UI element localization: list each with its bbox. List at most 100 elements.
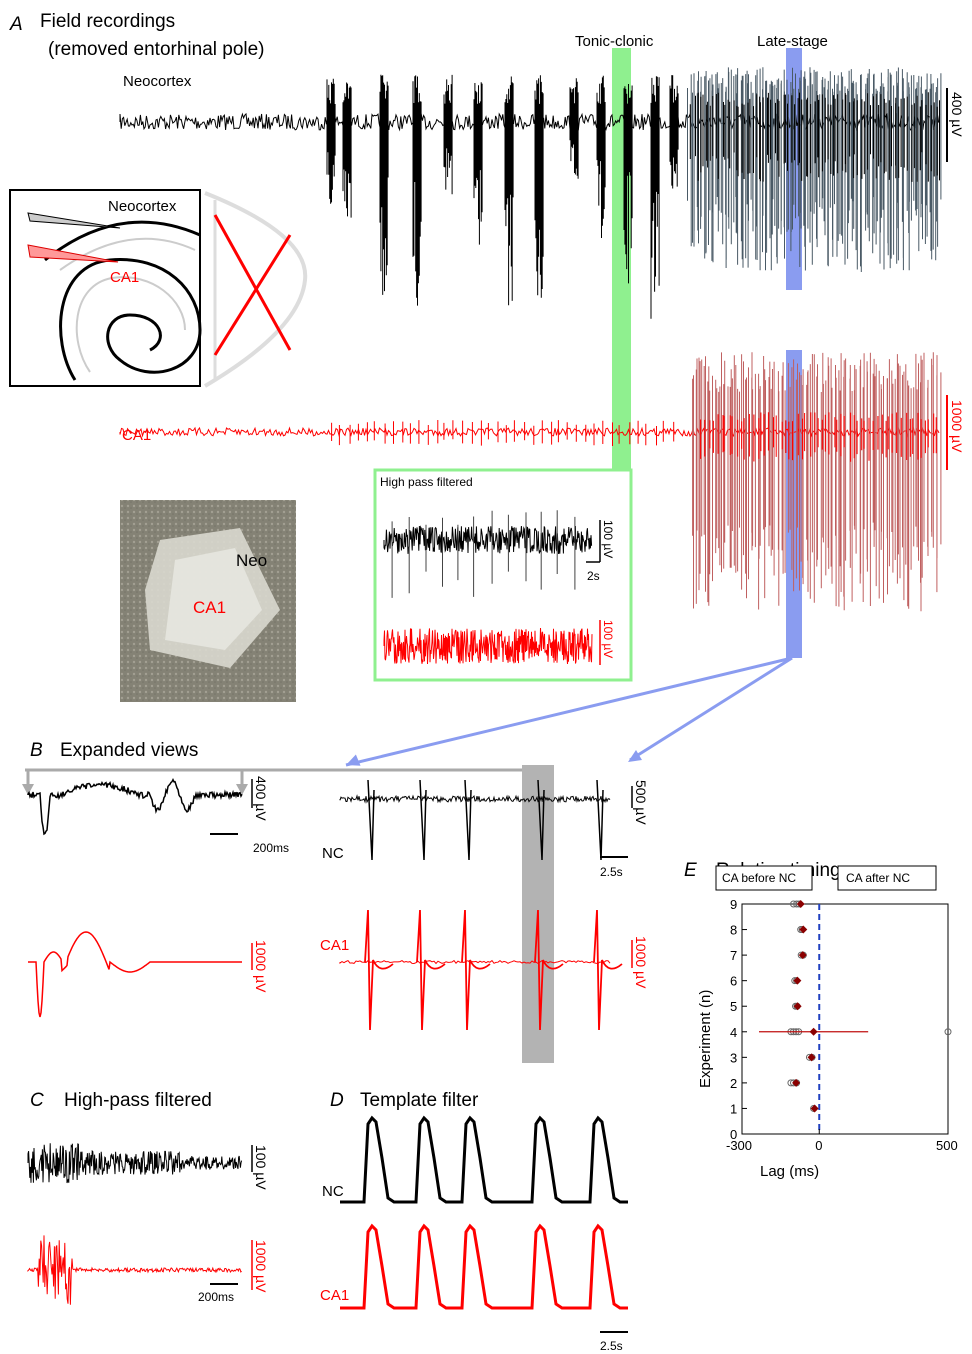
d-nc-label: NC (322, 1183, 344, 1200)
neocortex-trace (119, 67, 942, 319)
slice-photo: Neo CA1 (120, 500, 296, 702)
e-mean-marker (807, 1053, 816, 1062)
bracket-arrow-right (236, 784, 248, 795)
b-right-black-spike (464, 779, 472, 861)
e-mean-marker (810, 1104, 819, 1113)
b-right-black-spike (367, 779, 375, 861)
panel-c-title: High-pass filtered (64, 1090, 212, 1111)
e-y-tick-label: 0 (730, 1127, 737, 1142)
ca1-trace (119, 352, 942, 612)
e-mean-marker (798, 951, 807, 960)
neo-burst (342, 82, 352, 218)
b-left-red-scale: 1000 µV (253, 940, 269, 993)
e-y-tick-label: 1 (730, 1101, 737, 1116)
hippocampus-outline (59, 258, 202, 381)
inset-red-trace (383, 627, 593, 665)
arrow-to-b-right (629, 656, 793, 762)
b-right-red-spike (364, 909, 394, 1031)
c-red-trace (27, 1235, 242, 1305)
ca1-late-core (700, 412, 937, 462)
b-right-red-trace (339, 909, 623, 1031)
neo-baseline (119, 112, 941, 132)
panel-e: E Relative timing CA before NC CA after … (684, 860, 958, 1180)
b-right-black-scale: 500 µV (633, 780, 649, 825)
b-right-red-spike (593, 909, 623, 1031)
neo-burst (596, 75, 606, 238)
trace-neocortex-label: Neocortex (123, 73, 192, 90)
panel-a: A Field recordings (removed entorhinal p… (9, 11, 965, 767)
e-individual-point (944, 1028, 952, 1036)
d-time: 2.5s (600, 1339, 623, 1353)
c-black-path (27, 1143, 243, 1184)
b-right-black-spike (596, 779, 604, 861)
panel-d: D Template filter NC CA1 2.5s (320, 1090, 628, 1353)
legend-after-box (837, 865, 937, 891)
trace-ca1-label: CA1 (122, 427, 151, 444)
inset-title: High pass filtered (380, 475, 473, 489)
e-y-tick-label: 7 (730, 948, 737, 963)
c-red-scale: 1000 µV (253, 1240, 269, 1293)
b-right-time: 2.5s (600, 865, 623, 879)
b-left-black-scale: 400 µV (253, 776, 269, 821)
legend-after-label: CA after NC (846, 871, 910, 885)
panel-a-title-line1: Field recordings (40, 11, 175, 32)
e-y-tick-label: 2 (730, 1076, 737, 1091)
d-ca1-label: CA1 (320, 1287, 349, 1304)
neo-burst (443, 74, 453, 195)
panel-a-letter: A (9, 14, 23, 35)
e-y-tick-label: 4 (730, 1025, 737, 1040)
legend-before-box (715, 865, 813, 891)
neo-burst (504, 76, 514, 306)
b-right-black-spike (419, 779, 427, 861)
b-right-red-spike (461, 909, 491, 1031)
schematic-neocortex-label: Neocortex (108, 198, 177, 215)
e-y-tick-label: 8 (730, 923, 737, 938)
panel-b-title: Expanded views (60, 740, 198, 761)
removed-x-line-1 (213, 214, 292, 351)
b-right-red-scale: 1000 µV (633, 936, 649, 989)
photo-ca1-label: CA1 (193, 598, 226, 617)
c-red-path (27, 1235, 242, 1305)
inset-red-noise (383, 627, 593, 665)
panel-b-letter: B (30, 740, 43, 761)
panel-a-title-line2: (removed entorhinal pole) (48, 39, 265, 60)
panel-c-letter: C (30, 1090, 44, 1111)
c-black-scale: 100 µV (253, 1145, 269, 1190)
neo-burst (623, 84, 633, 284)
e-mean-marker (809, 1027, 818, 1036)
b-left-black-trace (27, 777, 243, 836)
e-y-tick-label: 5 (730, 999, 737, 1014)
e-mean-marker (792, 1078, 801, 1087)
inset-black-scale: 100 µV (601, 520, 615, 558)
ca1-scale-label: 1000 µV (949, 400, 965, 453)
panel-d-letter: D (330, 1090, 344, 1111)
e-plot-frame (741, 903, 949, 1135)
neo-late-core (689, 92, 940, 182)
c-time: 200ms (198, 1290, 234, 1304)
ca1-electrode-icon (27, 244, 119, 263)
schematic-ca1-label: CA1 (110, 269, 139, 286)
c-black-trace (27, 1143, 243, 1184)
neo-burst (669, 75, 679, 189)
removed-entorhinal-outline (203, 191, 308, 388)
neo-burst (569, 78, 579, 179)
b-left-red-path (28, 931, 242, 1018)
neo-burst (650, 76, 660, 319)
e-x-axis-label: Lag (ms) (760, 1163, 819, 1180)
b-nc-label: NC (322, 845, 344, 862)
b-right-black-spike (537, 779, 545, 861)
e-mean-marker (796, 900, 805, 908)
b-right-red-spike (416, 909, 446, 1031)
b-right-red-base (339, 959, 611, 965)
b-ca1-label: CA1 (320, 937, 349, 954)
e-y-tick-label: 6 (730, 974, 737, 989)
neo-burst (412, 75, 422, 306)
panel-d-title: Template filter (360, 1090, 479, 1111)
d-ca1-template-trace (340, 1223, 628, 1310)
inset-time-label: 2s (587, 569, 600, 583)
neo-burst (473, 82, 483, 245)
inset-black-spikes (391, 510, 576, 598)
late-stage-label: Late-stage (757, 33, 828, 50)
